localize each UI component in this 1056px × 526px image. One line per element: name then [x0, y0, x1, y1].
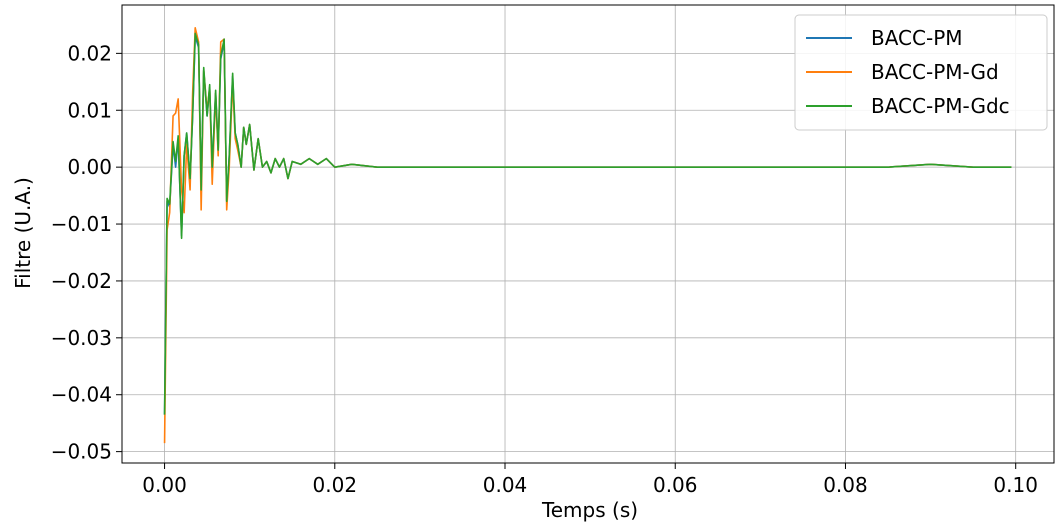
legend: BACC-PM BACC-PM-Gd BACC-PM-Gdc [794, 14, 1048, 131]
x-tick-label: 0.02 [313, 473, 358, 497]
legend-label-bacc-pm: BACC-PM [871, 26, 963, 50]
y-tick-label: 0.01 [67, 98, 112, 122]
y-tick-label: −0.02 [51, 269, 112, 293]
y-tick-label: −0.01 [51, 212, 112, 236]
plot-frame [121, 4, 1055, 464]
legend-label-bacc-pm-gdc: BACC-PM-Gdc [871, 94, 1010, 118]
y-tick-label: −0.05 [51, 440, 112, 464]
series-layer [163, 26, 1012, 444]
x-tick-label: 0.08 [823, 473, 868, 497]
tick-labels: 0.00 0.02 0.04 0.06 0.08 0.10 0.02 0.01 0.00 −0.0… [51, 41, 1038, 497]
legend-label-bacc-pm-gd: BACC-PM-Gd [871, 60, 999, 84]
series-line-bacc-pm-gdc [163, 32, 1012, 415]
x-tick-label: 0.04 [483, 473, 528, 497]
y-tick-label: −0.04 [51, 383, 112, 407]
y-tick-label: 0.00 [67, 155, 112, 179]
y-tick-label: 0.02 [67, 41, 112, 65]
x-axis-label: Temps (s) [541, 498, 638, 522]
legend-box [794, 14, 1048, 131]
x-tick-label: 0.10 [993, 473, 1038, 497]
tick-marks [116, 52, 1017, 469]
y-axis-label: Filtre (U.A.) [11, 177, 35, 289]
x-tick-label: 0.06 [653, 473, 698, 497]
y-tick-label: −0.03 [51, 326, 112, 350]
x-tick-label: 0.00 [142, 473, 187, 497]
